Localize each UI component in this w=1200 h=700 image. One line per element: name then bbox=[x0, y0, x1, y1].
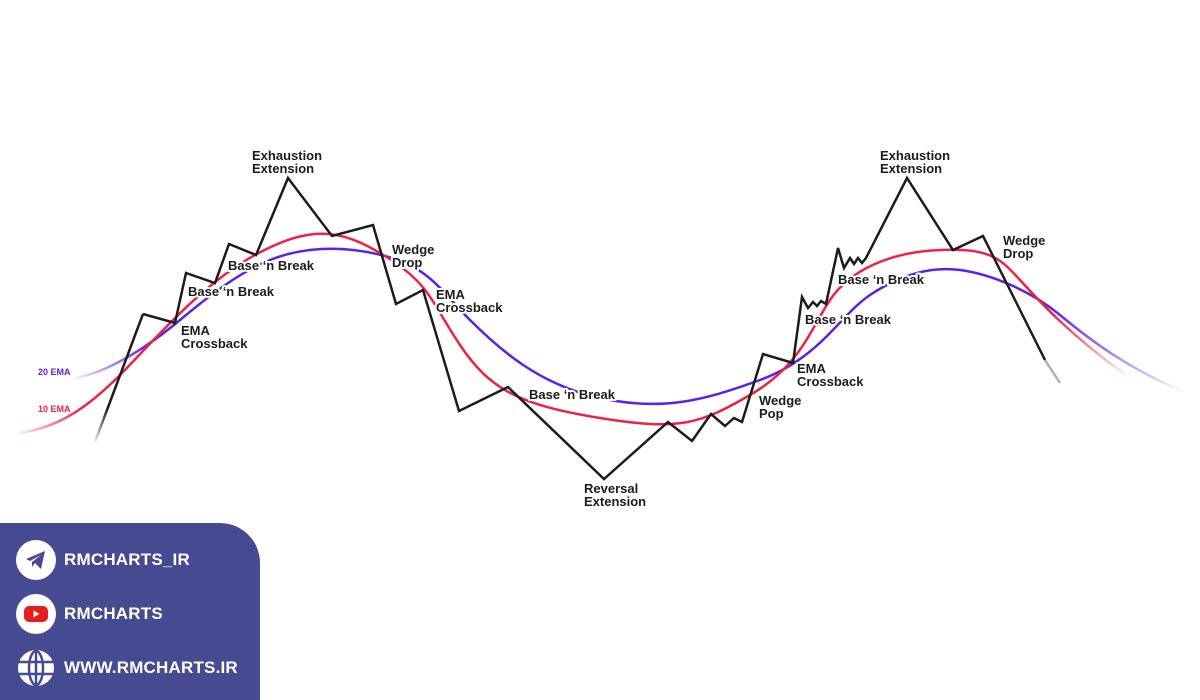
annotation-line: Wedge bbox=[759, 393, 801, 408]
annotation-line: Base ‘n Break bbox=[188, 284, 275, 299]
annotation-ema-crossback-3: EMA Crossback bbox=[797, 361, 864, 389]
price-line-end bbox=[1043, 359, 1062, 384]
youtube-icon bbox=[16, 594, 56, 634]
annotation-ema-crossback-1: EMA Crossback bbox=[181, 323, 248, 351]
annotation-line: Base ‘n Break bbox=[529, 387, 616, 402]
annotation-line: Exhaustion bbox=[252, 148, 322, 163]
annotation-exhaustion-1: Exhaustion Extension bbox=[252, 148, 322, 176]
annotation-line: Crossback bbox=[797, 374, 864, 389]
price-line-start bbox=[93, 313, 145, 443]
annotation-line: EMA bbox=[797, 361, 827, 376]
annotation-line: Extension bbox=[880, 161, 942, 176]
annotation-line: Reversal bbox=[584, 481, 638, 496]
annotation-line: EMA bbox=[181, 323, 211, 338]
social-links-panel: RMCHARTS_IR RMCHARTS WWW.RMCHARTS.IR bbox=[0, 523, 260, 700]
annotation-line: EMA bbox=[436, 287, 466, 302]
annotation-line: Drop bbox=[392, 255, 422, 270]
website-url: WWW.RMCHARTS.IR bbox=[64, 658, 238, 677]
annotation-wedge-pop: Wedge Pop bbox=[759, 393, 801, 421]
annotation-reversal-extension: Reversal Extension bbox=[584, 481, 646, 509]
youtube-link[interactable]: RMCHARTS bbox=[16, 594, 163, 634]
annotation-base-break-5: Base ‘n Break bbox=[838, 272, 925, 287]
annotation-line: Extension bbox=[584, 494, 646, 509]
youtube-channel: RMCHARTS bbox=[64, 604, 163, 623]
annotation-line: Crossback bbox=[181, 336, 248, 351]
annotation-base-break-4: Base ‘n Break bbox=[805, 312, 892, 327]
annotation-wedge-drop-1: Wedge Drop bbox=[392, 242, 434, 270]
price-line bbox=[142, 175, 1047, 481]
annotation-line: Wedge bbox=[1003, 233, 1045, 248]
telegram-icon bbox=[16, 540, 56, 580]
legend-20-ema: 20 EMA bbox=[38, 367, 71, 377]
telegram-link[interactable]: RMCHARTS_IR bbox=[16, 540, 190, 580]
annotation-line: Base ‘n Break bbox=[228, 258, 315, 273]
annotation-line: Wedge bbox=[392, 242, 434, 257]
annotation-line: Base ‘n Break bbox=[805, 312, 892, 327]
annotation-line: Exhaustion bbox=[880, 148, 950, 163]
ema-10-line bbox=[17, 232, 1131, 435]
legend-10-ema: 10 EMA bbox=[38, 404, 71, 414]
ema-20-line bbox=[74, 247, 1186, 406]
annotation-base-break-1: Base ‘n Break bbox=[228, 258, 315, 273]
annotation-wedge-drop-2: Wedge Drop bbox=[1003, 233, 1045, 261]
annotation-line: Crossback bbox=[436, 300, 503, 315]
telegram-handle: RMCHARTS_IR bbox=[64, 550, 190, 569]
annotation-line: Drop bbox=[1003, 246, 1033, 261]
annotation-line: Pop bbox=[759, 406, 784, 421]
annotation-exhaustion-2: Exhaustion Extension bbox=[880, 148, 950, 176]
annotation-base-break-3: Base ‘n Break bbox=[529, 387, 616, 402]
globe-icon bbox=[16, 648, 56, 688]
annotation-line: Base ‘n Break bbox=[838, 272, 925, 287]
annotation-base-break-2: Base ‘n Break bbox=[188, 284, 275, 299]
website-link[interactable]: WWW.RMCHARTS.IR bbox=[16, 648, 238, 688]
annotation-ema-crossback-2: EMA Crossback bbox=[436, 287, 503, 315]
annotation-line: Extension bbox=[252, 161, 314, 176]
